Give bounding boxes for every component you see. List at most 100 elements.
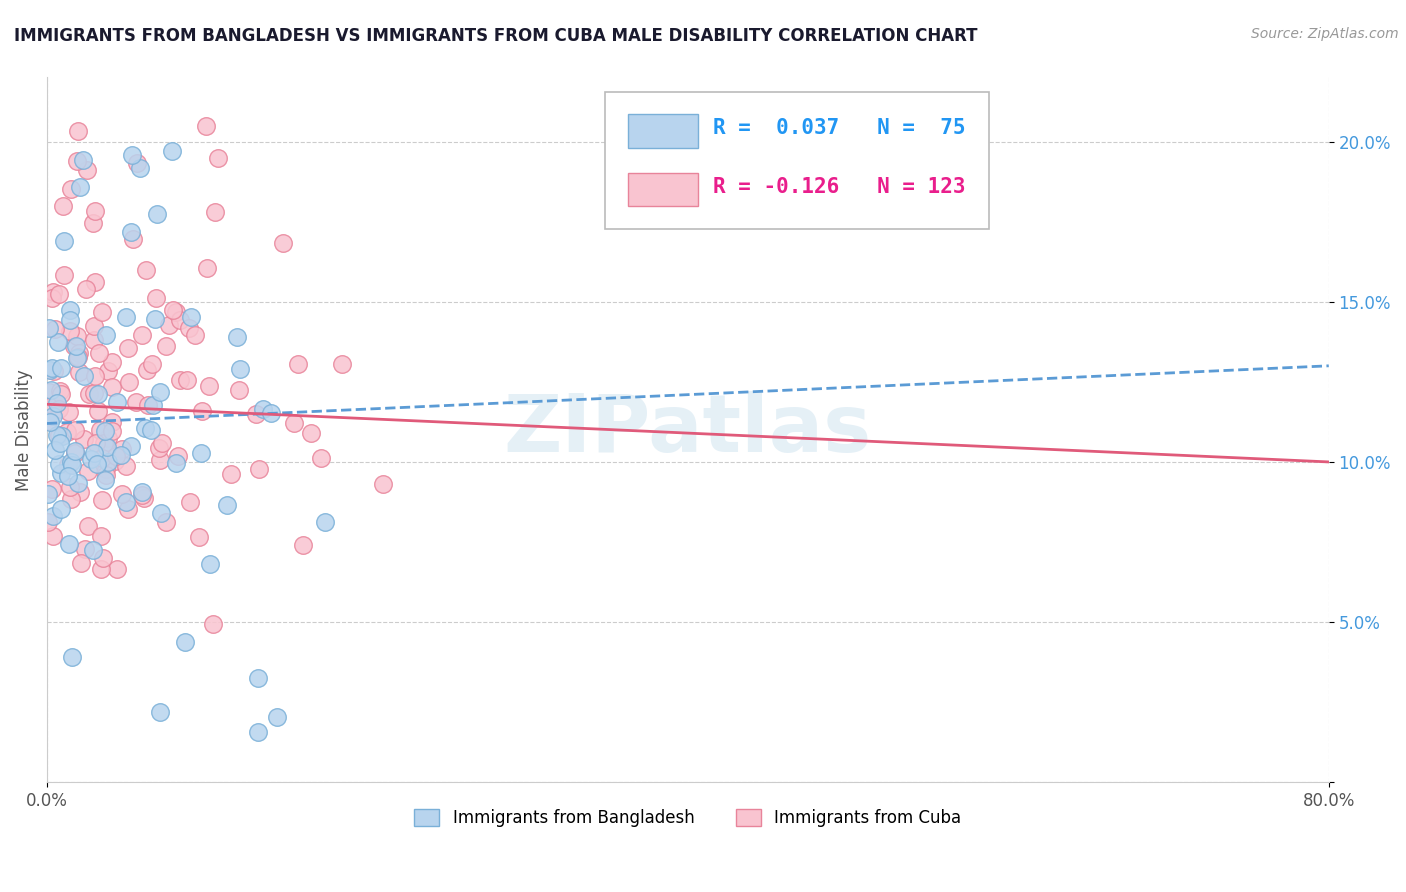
Point xyxy=(177,321,200,335)
Point xyxy=(45,395,67,409)
Point xyxy=(314,515,336,529)
Point xyxy=(77,387,100,401)
Point xyxy=(84,369,107,384)
Point xyxy=(67,350,90,364)
Point xyxy=(77,519,100,533)
Point xyxy=(136,363,159,377)
Text: R = -0.126   N = 123: R = -0.126 N = 123 xyxy=(713,177,966,197)
Point xyxy=(204,204,226,219)
Point xyxy=(60,649,83,664)
Point xyxy=(37,414,59,428)
Point xyxy=(59,324,82,338)
Point xyxy=(66,153,89,168)
Point xyxy=(41,482,63,496)
Point xyxy=(165,305,187,319)
Point xyxy=(228,383,250,397)
Point xyxy=(48,427,70,442)
Point xyxy=(67,365,90,379)
Point xyxy=(169,373,191,387)
Point xyxy=(49,436,72,450)
Point xyxy=(76,163,98,178)
Point xyxy=(44,321,66,335)
Point xyxy=(150,436,173,450)
Point xyxy=(41,291,63,305)
Point xyxy=(179,495,201,509)
Point xyxy=(330,357,353,371)
Point xyxy=(260,406,283,420)
Point xyxy=(48,402,70,417)
Point xyxy=(72,153,94,167)
Point xyxy=(65,339,87,353)
Point xyxy=(37,487,59,501)
Point xyxy=(90,304,112,318)
Point xyxy=(42,285,65,300)
Point xyxy=(139,424,162,438)
Point xyxy=(69,485,91,500)
Point xyxy=(114,495,136,509)
FancyBboxPatch shape xyxy=(627,173,699,206)
Point xyxy=(90,562,112,576)
Point xyxy=(49,502,72,516)
Point xyxy=(75,542,97,557)
Point xyxy=(247,462,270,476)
Point xyxy=(142,398,165,412)
Point xyxy=(145,291,167,305)
Point xyxy=(266,709,288,723)
Point xyxy=(60,182,83,196)
Point xyxy=(83,319,105,334)
Point xyxy=(176,373,198,387)
Point xyxy=(86,457,108,471)
Point xyxy=(75,282,97,296)
Point xyxy=(66,124,89,138)
Point xyxy=(82,542,104,557)
Point xyxy=(65,446,87,460)
Point xyxy=(96,455,118,469)
Point xyxy=(89,423,111,437)
Point xyxy=(149,453,172,467)
Point xyxy=(53,234,76,248)
Point xyxy=(287,357,309,371)
Point xyxy=(291,538,314,552)
Point xyxy=(117,341,139,355)
Point xyxy=(252,402,274,417)
Point xyxy=(48,457,70,471)
Point xyxy=(207,151,229,165)
Point xyxy=(101,415,124,429)
Point xyxy=(80,452,103,467)
Point xyxy=(202,617,225,632)
Point xyxy=(58,405,80,419)
Point xyxy=(66,351,89,366)
Point xyxy=(63,339,86,353)
Point xyxy=(94,328,117,343)
Point xyxy=(190,446,212,460)
Point xyxy=(135,262,157,277)
Point xyxy=(155,516,177,530)
Point xyxy=(131,487,153,501)
Point xyxy=(104,449,127,463)
Point xyxy=(48,287,70,301)
Point xyxy=(121,232,143,246)
Point xyxy=(150,506,173,520)
Point xyxy=(46,334,69,349)
Point xyxy=(60,458,83,472)
Point xyxy=(101,424,124,438)
Point xyxy=(89,346,111,360)
Point xyxy=(121,148,143,162)
Point xyxy=(149,705,172,719)
Point xyxy=(94,468,117,483)
Point xyxy=(39,399,62,413)
Point xyxy=(101,355,124,369)
Point xyxy=(117,502,139,516)
Point xyxy=(97,431,120,445)
Text: IMMIGRANTS FROM BANGLADESH VS IMMIGRANTS FROM CUBA MALE DISABILITY CORRELATION C: IMMIGRANTS FROM BANGLADESH VS IMMIGRANTS… xyxy=(14,27,977,45)
Point xyxy=(149,384,172,399)
Point xyxy=(42,529,65,543)
Point xyxy=(131,327,153,342)
Point xyxy=(49,387,72,401)
Point xyxy=(59,303,82,318)
Point xyxy=(39,383,62,397)
Point xyxy=(49,361,72,376)
Y-axis label: Male Disability: Male Disability xyxy=(15,369,32,491)
Point xyxy=(65,423,87,437)
Legend: Immigrants from Bangladesh, Immigrants from Cuba: Immigrants from Bangladesh, Immigrants f… xyxy=(408,803,969,834)
